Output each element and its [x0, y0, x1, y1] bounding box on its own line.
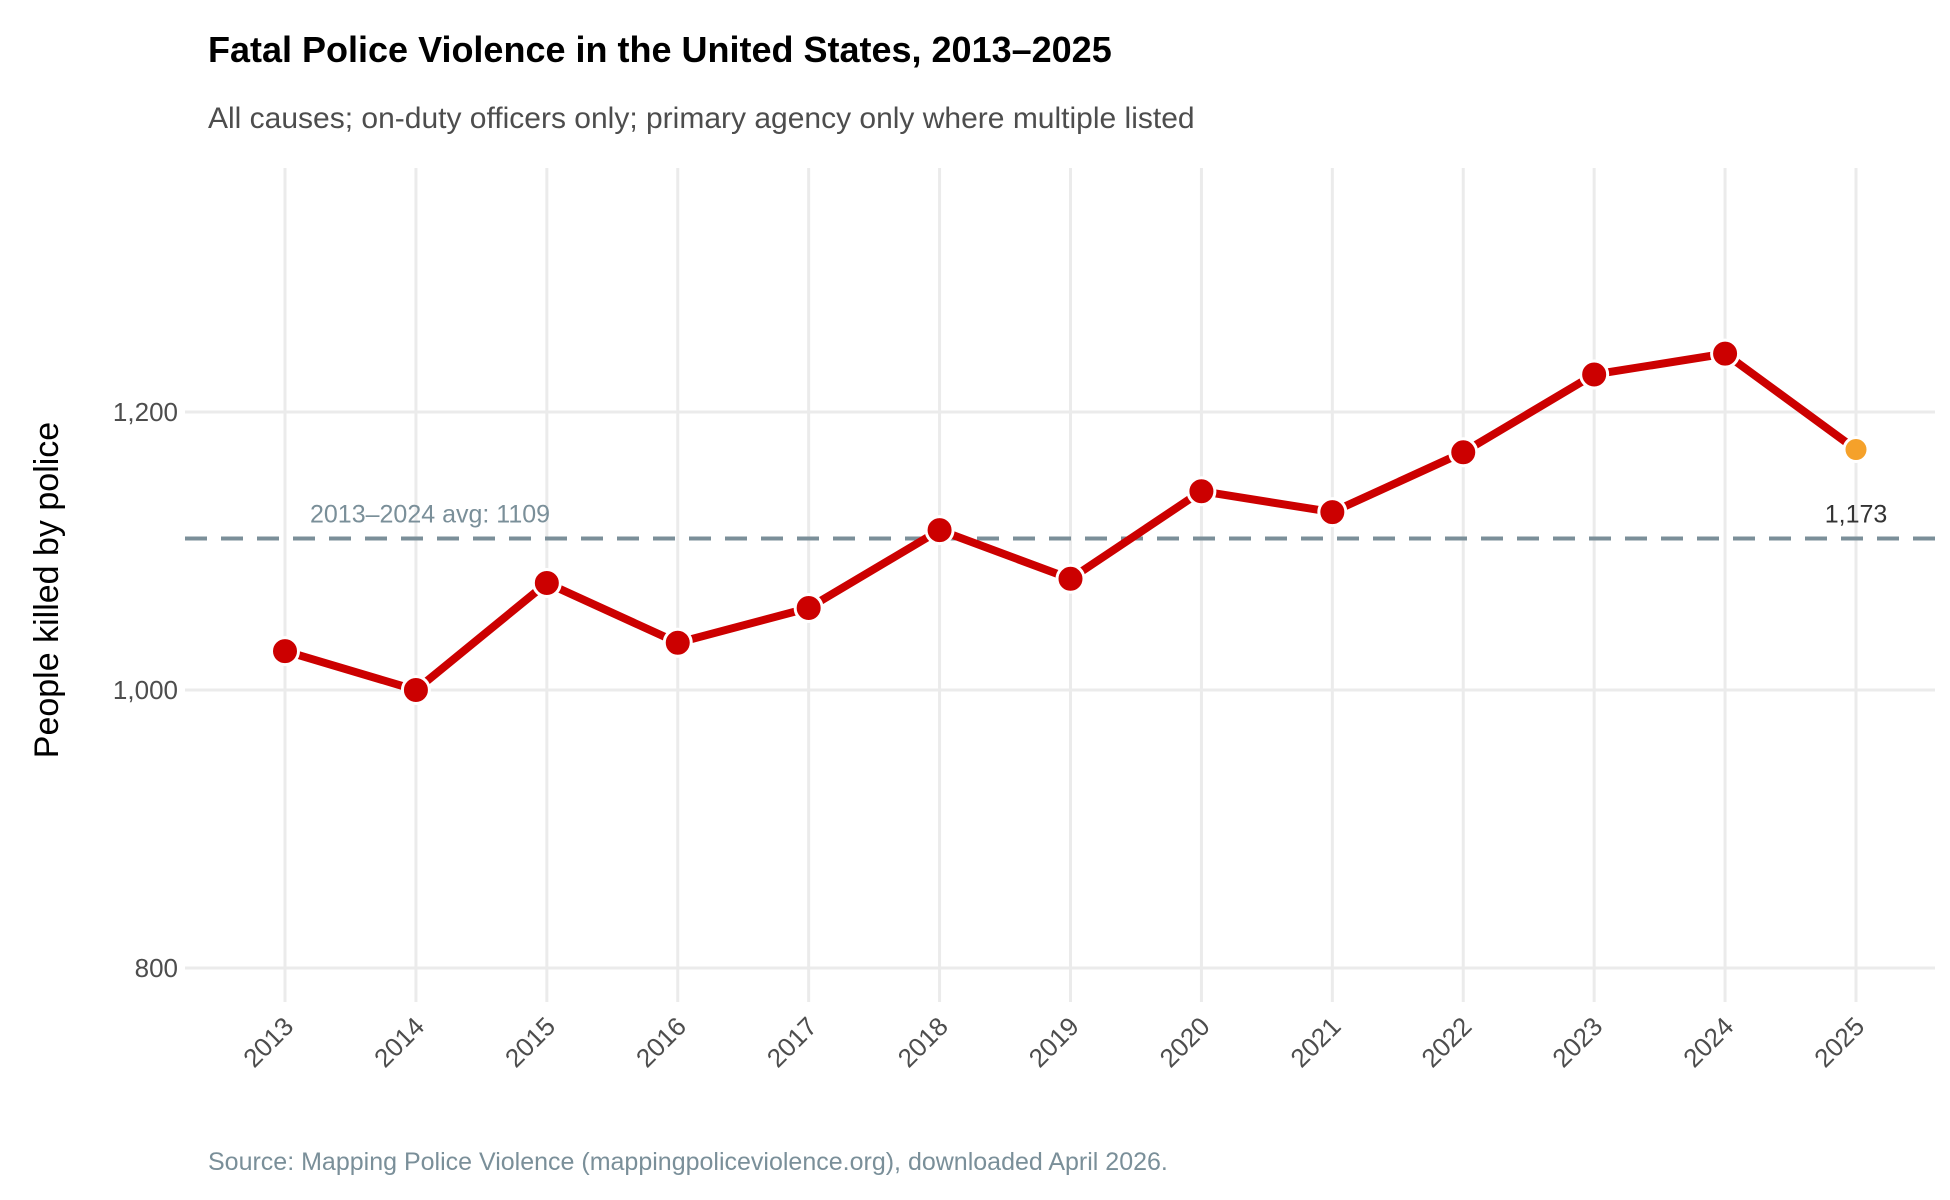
data-point: [1055, 563, 1086, 594]
grid: [185, 168, 1935, 1002]
y-axis-label: People killed by police: [28, 422, 66, 758]
data-point: [400, 675, 431, 705]
chart-subtitle: All causes; on-duty officers only; prima…: [208, 102, 1195, 135]
x-tick-label: 2015: [499, 1011, 561, 1073]
average-label: 2013–2024 avg: 1109: [310, 500, 550, 528]
x-tick-label: 2014: [368, 1011, 430, 1073]
x-tick-label: 2023: [1546, 1011, 1608, 1073]
y-tick-label: 1,000: [113, 675, 178, 705]
x-tick-label: 2020: [1154, 1011, 1216, 1073]
highlight-point: [1842, 436, 1870, 464]
data-point: [531, 567, 562, 598]
x-tick-label: 2018: [892, 1011, 954, 1073]
x-tick-label: 2022: [1415, 1011, 1477, 1073]
last-value-label: 1,173: [1825, 500, 1888, 528]
source-caption: Source: Mapping Police Violence (mapping…: [208, 1148, 1168, 1176]
x-tick-label: 2025: [1808, 1011, 1870, 1073]
y-tick-label: 800: [135, 953, 178, 983]
x-tick-label: 2013: [237, 1011, 299, 1073]
x-tick-label: 2024: [1677, 1011, 1739, 1073]
x-tick-label: 2019: [1023, 1011, 1085, 1073]
x-tick-label: 2016: [630, 1011, 692, 1073]
y-tick-label: 1,200: [113, 397, 178, 427]
data-point: [1448, 437, 1479, 468]
y-axis-ticks: 800 1,000 1,200: [113, 397, 178, 983]
data-point: [1579, 359, 1610, 390]
data-point: [270, 636, 300, 667]
x-axis-ticks: 2013 2014 2015 2016 2017 2018 2019 2020 2021 2022…: [237, 1011, 1870, 1073]
chart-title: Fatal Police Violence in the United Stat…: [208, 29, 1112, 70]
data-point: [1186, 476, 1217, 507]
data-point: [1710, 338, 1741, 369]
data-points: [270, 338, 1870, 705]
x-tick-label: 2017: [761, 1011, 823, 1073]
data-point: [924, 515, 955, 546]
x-tick-label: 2021: [1284, 1011, 1346, 1073]
data-point: [1317, 497, 1348, 528]
data-point: [793, 592, 824, 623]
data-point: [662, 627, 693, 658]
